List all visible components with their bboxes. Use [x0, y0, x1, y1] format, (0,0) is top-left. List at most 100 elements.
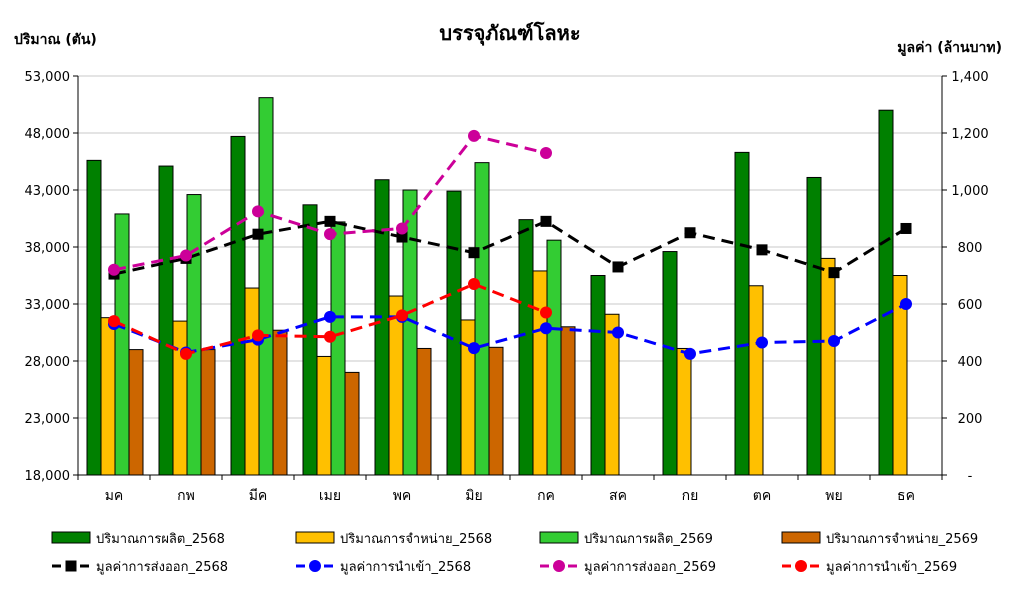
left-tick-label: 18,000 — [25, 469, 71, 484]
left-tick-label: 38,000 — [25, 241, 71, 256]
bar-3-7 — [546, 239, 562, 476]
bar-1-4 — [302, 204, 318, 476]
right-tick-label: - — [968, 469, 973, 484]
left-tick-label: 48,000 — [25, 127, 71, 142]
point-1-5 — [396, 231, 408, 243]
point-4-4 — [324, 330, 336, 343]
point-1-4 — [324, 215, 336, 227]
point-3-7 — [540, 146, 552, 159]
left-tick-label: 23,000 — [25, 412, 71, 427]
point-2-10 — [756, 336, 768, 349]
point-3-2 — [180, 249, 192, 262]
bar-2-7 — [532, 270, 548, 476]
legend-swatch-1 — [51, 531, 91, 544]
legend-label: มูลค่าการนำเข้า_2568 — [340, 560, 471, 575]
left-tick-label: 33,000 — [25, 298, 71, 313]
axes: 18,000 - 23,000 200 28,000 400 33,000 600 38,000… — [25, 70, 989, 504]
bar-3-3 — [258, 97, 274, 476]
right-tick-label: 600 — [958, 298, 983, 313]
chart-title: บรรจุภัณฑ์โลหะ — [439, 21, 580, 46]
bar-1-1 — [86, 159, 102, 476]
point-1-3 — [252, 228, 264, 240]
point-1-7 — [540, 215, 552, 227]
right-tick-label: 1,400 — [951, 70, 988, 85]
gridlines — [78, 75, 942, 476]
legend-marker — [553, 560, 565, 572]
legend-label: มูลค่าการส่งออก_2569 — [584, 560, 716, 575]
bar-3-1 — [114, 213, 130, 476]
point-2-6 — [468, 342, 480, 355]
x-tick-label: สค — [609, 488, 627, 504]
bar-1-11 — [806, 176, 822, 476]
bar-4-2 — [200, 349, 216, 476]
bar-1-9 — [662, 251, 678, 476]
left-axis-label: ปริมาณ (ตัน) — [14, 32, 97, 48]
left-tick-label: 43,000 — [25, 184, 71, 199]
bar-3-2 — [186, 194, 202, 476]
bar-3-4 — [330, 221, 346, 476]
bar-1-10 — [734, 151, 750, 476]
point-2-7 — [540, 322, 552, 335]
bar-2-3 — [244, 287, 260, 476]
point-2-9 — [684, 347, 696, 360]
x-tick-label: กย — [682, 488, 699, 504]
x-tick-label: ตค — [753, 488, 771, 504]
legend-label: ปริมาณการผลิต_2569 — [584, 532, 713, 547]
point-4-6 — [468, 278, 480, 291]
point-3-6 — [468, 129, 480, 142]
point-4-7 — [540, 306, 552, 319]
bar-1-7 — [518, 219, 534, 476]
legend-swatch-4 — [781, 531, 821, 544]
point-2-8 — [612, 326, 624, 339]
x-tick-label: กค — [537, 488, 555, 504]
point-2-11 — [828, 335, 840, 348]
legend-label: ปริมาณการผลิต_2568 — [96, 532, 225, 547]
bar-2-1 — [100, 317, 116, 476]
point-3-4 — [324, 228, 336, 241]
left-tick-label: 28,000 — [25, 355, 71, 370]
legend-marker — [795, 560, 807, 572]
point-1-9 — [684, 227, 696, 239]
point-3-5 — [396, 222, 408, 235]
bar-4-4 — [344, 371, 360, 476]
right-tick-label: 1,200 — [951, 127, 988, 142]
point-2-12 — [900, 298, 912, 310]
x-tick-label: ธค — [897, 488, 915, 504]
bar-4-3 — [272, 329, 288, 476]
right-axis-label: มูลค่า (ล้านบาท) — [897, 40, 1002, 56]
legend-marker — [65, 560, 77, 572]
x-tick-label: มีค — [249, 488, 268, 504]
bar-1-12 — [878, 109, 894, 476]
series-line-1 — [113, 219, 907, 276]
legend-marker — [309, 560, 321, 572]
bar-2-4 — [316, 355, 332, 476]
series-line-2 — [113, 302, 907, 356]
x-tick-label: เมย — [319, 488, 341, 504]
point-1-11 — [828, 267, 840, 279]
bar-1-6 — [446, 190, 462, 476]
bar-1-5 — [374, 179, 390, 476]
point-1-8 — [612, 261, 624, 273]
point-1-6 — [468, 247, 480, 259]
bar-1-2 — [158, 165, 174, 476]
legend-swatch-3 — [539, 531, 579, 544]
legend-label: ปริมาณการจำหน่าย_2569 — [826, 532, 978, 547]
bar-2-9 — [676, 347, 692, 476]
right-tick-label: 200 — [958, 412, 983, 427]
x-tick-label: พค — [393, 488, 412, 504]
bar-1-8 — [590, 275, 606, 476]
legend-label: มูลค่าการส่งออก_2568 — [96, 560, 228, 575]
right-tick-label: 800 — [958, 241, 983, 256]
bar-2-5 — [388, 295, 404, 476]
point-4-2 — [180, 347, 192, 360]
x-tick-label: มิย — [465, 488, 482, 504]
point-4-5 — [396, 309, 408, 322]
legend-label: มูลค่าการนำเข้า_2569 — [826, 560, 957, 575]
legend-label: ปริมาณการจำหน่าย_2568 — [340, 532, 492, 547]
legend-swatch-2 — [295, 531, 335, 544]
right-tick-label: 400 — [958, 355, 983, 370]
bar-4-7 — [560, 326, 576, 476]
bar-4-6 — [488, 346, 504, 476]
left-tick-label: 53,000 — [25, 70, 71, 85]
